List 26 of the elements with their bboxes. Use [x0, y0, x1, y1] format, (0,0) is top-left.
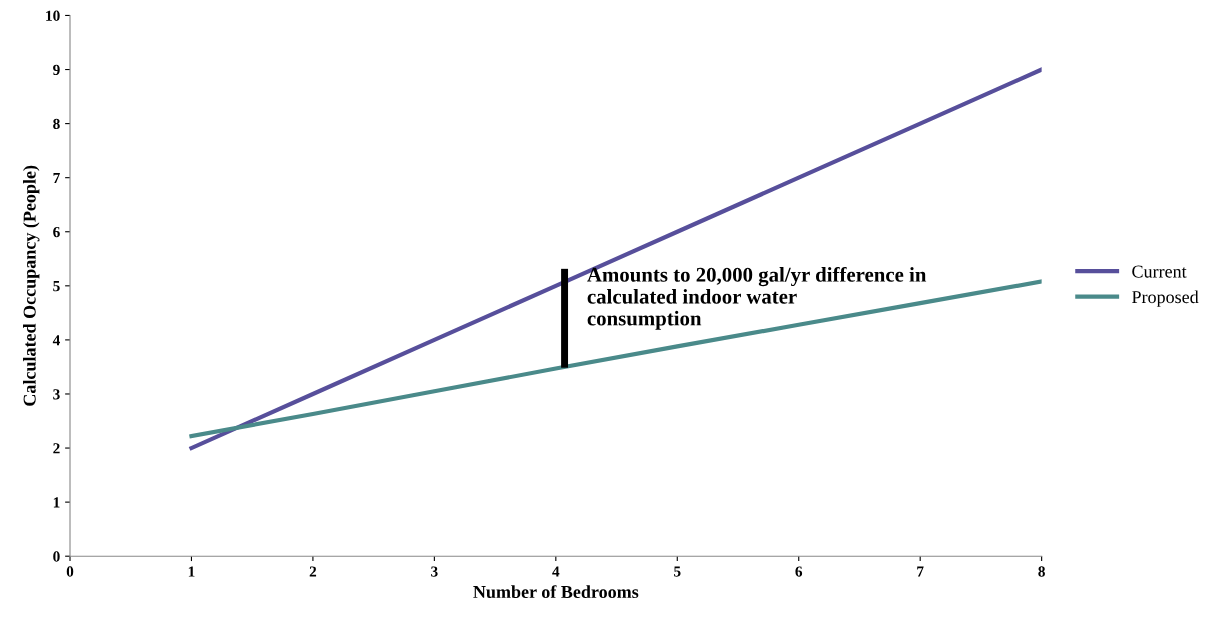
y-tick-label: 2	[53, 443, 60, 454]
y-tick-label: 1	[53, 497, 60, 508]
y-tick-label: 10	[46, 10, 60, 21]
x-tick-label: 0	[66, 566, 74, 577]
legend-label: Proposed	[1132, 290, 1199, 307]
y-tick-label: 5	[53, 281, 60, 292]
line-series	[189, 67, 1042, 451]
x-tick-label: 5	[674, 566, 681, 577]
annotation: Amounts to 20,000 gal/yr difference in calculated indoor water consumption	[587, 266, 927, 330]
x-tick-label: 4	[552, 566, 560, 577]
y-tick-label: 7	[53, 172, 60, 183]
x-tick-label: 3	[431, 566, 438, 577]
x-tick-label: 1	[188, 566, 195, 577]
x-tick-label: 8	[1038, 566, 1045, 577]
x-tick-label: 6	[795, 566, 803, 577]
y-tick-label: 8	[53, 118, 60, 130]
y-tick-label: 3	[53, 389, 60, 400]
x-axis-title: Number of Bedrooms	[473, 585, 639, 599]
y-tick-label: 4	[52, 335, 60, 346]
y-axis-title: Calculated Occupancy (People)	[23, 165, 40, 406]
legend-label: Current	[1132, 265, 1187, 278]
y-tick-label: 9	[53, 64, 60, 75]
y-tick-label: 0	[53, 551, 60, 562]
x-tick-label: 2	[309, 566, 317, 577]
y-tick-label: 6	[53, 226, 60, 238]
x-tick-label: 7	[917, 566, 924, 577]
